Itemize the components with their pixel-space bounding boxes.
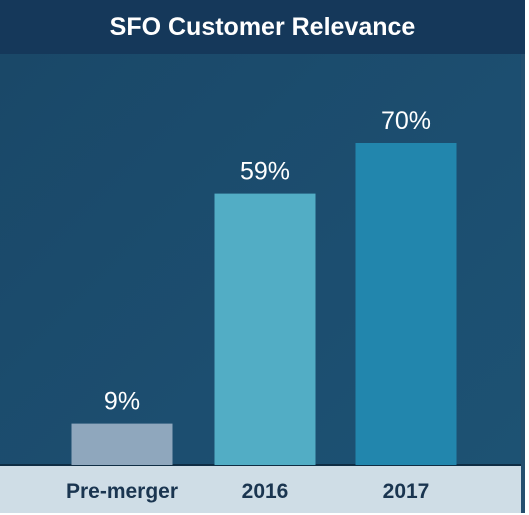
category-label: 2017 [383,480,430,503]
category-label: 2016 [242,480,289,503]
title-bar: SFO Customer Relevance [0,0,525,54]
bar-pre-merger [71,423,173,465]
value-label: 70% [381,107,431,135]
chart-title: SFO Customer Relevance [109,12,416,41]
bar-2016 [214,193,316,465]
value-label: 9% [104,388,140,416]
category-label: Pre-merger [66,480,178,503]
value-label: 59% [240,158,290,186]
category-axis-band [0,465,525,513]
right-edge [521,54,525,513]
bar-2017 [355,143,457,465]
